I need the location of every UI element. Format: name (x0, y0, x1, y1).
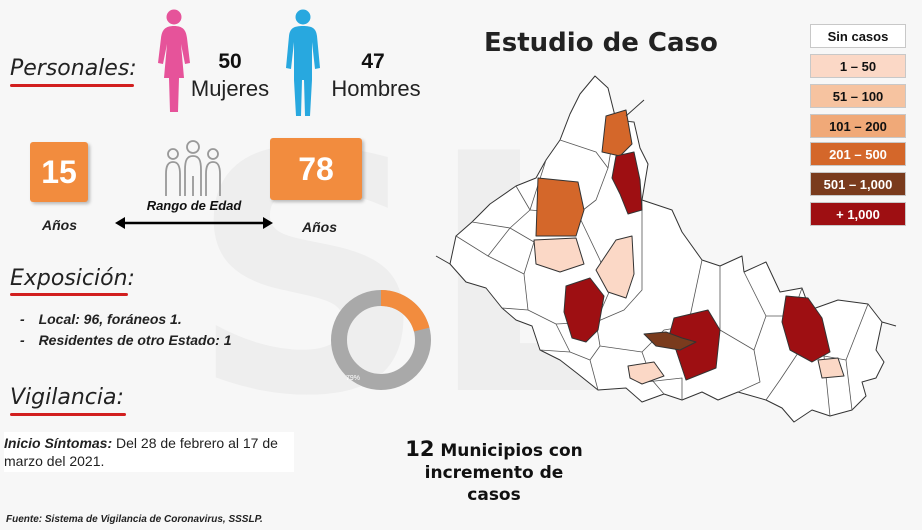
map-title: Estudio de Caso (484, 28, 718, 58)
municipio-1-50-far-east (817, 357, 845, 379)
municipio-plus-1000-center (563, 277, 605, 343)
source-footnote: Fuente: Sistema de Vigilancia de Coronav… (6, 514, 263, 525)
municipio-plus-1000-far-east (781, 295, 831, 363)
vigilancia-text: Inicio Síntomas: Del 28 de febrero al 17… (4, 432, 294, 472)
personales-title: Personales: (10, 56, 137, 81)
item-dash: - (20, 311, 25, 327)
municipio-1-50-west (533, 237, 585, 273)
note-line2: incremento de (424, 463, 564, 483)
hombres-label: Hombres (331, 76, 421, 101)
mujeres-count: 50 (218, 50, 242, 73)
state-outline (449, 75, 885, 423)
municipalities-map (435, 75, 897, 423)
municipio-plus-1000-north (611, 151, 643, 215)
age-min-label: Años (42, 217, 77, 233)
legend-item: + 1,000 (810, 202, 906, 226)
double-arrow-icon (115, 217, 273, 229)
exposicion-underline (10, 293, 128, 296)
mujeres-label: Mujeres (190, 76, 270, 101)
vigilancia-underline (10, 413, 126, 416)
legend-item: Sin casos (810, 24, 906, 48)
age-range-label: Rango de Edad (146, 198, 242, 213)
note-line3: casos (467, 485, 521, 505)
vigilancia-title: Vigilancia: (10, 385, 124, 410)
donut-orange-segment (380, 290, 430, 332)
age-max-label: Años (302, 219, 337, 235)
map-road-line (625, 99, 645, 117)
inicio-sintomas-text: Del 28 de febrero al 17 de marzo del 202… (4, 435, 278, 469)
item-dash: - (20, 332, 25, 348)
municipio-1-50-center (595, 235, 635, 299)
exposicion-item: - Local: 96, foráneos 1. (20, 311, 182, 327)
legend-item: 101 – 200 (810, 114, 906, 138)
item-text: Local: 96, foráneos 1. (38, 311, 182, 327)
municipio-501-1000-east (643, 331, 697, 351)
municipio-201-500-west (535, 177, 585, 237)
item-text: Residentes de otro Estado: 1 (38, 332, 232, 348)
map-road-line (881, 321, 897, 327)
donut-percent-label: 79% (346, 375, 360, 382)
map-note: 12 Municipios con incremento de casos (384, 438, 604, 506)
map-road-line (435, 255, 451, 265)
municipio-1-50-south (627, 361, 665, 385)
note-number: 12 (405, 437, 435, 461)
legend-item: 51 – 100 (810, 84, 906, 108)
age-min-box: 15 (30, 142, 88, 202)
hombres-count: 47 (361, 50, 385, 73)
legend-item: 501 – 1,000 (810, 172, 906, 196)
people-group-icon (165, 140, 221, 196)
male-figure-icon (286, 9, 320, 116)
personales-underline (10, 84, 134, 87)
exposicion-title: Exposición: (10, 266, 135, 291)
inicio-sintomas-label: Inicio Síntomas: (4, 435, 113, 451)
note-line1: Municipios con (434, 441, 583, 461)
exposicion-item: - Residentes de otro Estado: 1 (20, 332, 232, 348)
age-max-box: 78 (270, 138, 362, 200)
legend-item: 201 – 500 (810, 142, 906, 166)
donut-chart: 79% (331, 290, 431, 390)
legend-item: 1 – 50 (810, 54, 906, 78)
female-figure-icon (158, 9, 190, 112)
municipio-201-500-north (601, 109, 633, 157)
